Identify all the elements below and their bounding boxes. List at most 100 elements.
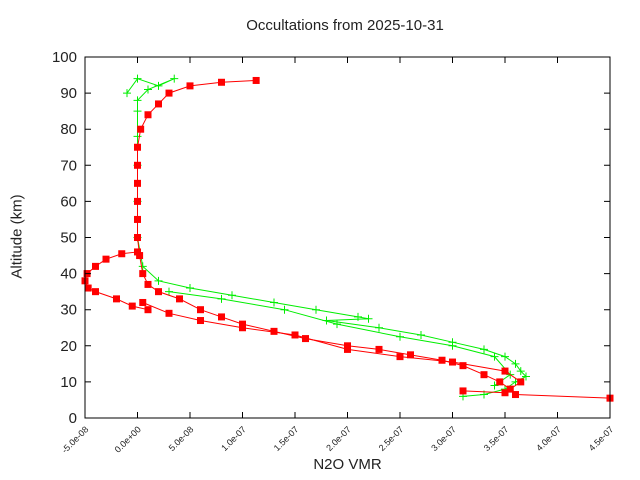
data-point bbox=[134, 248, 141, 256]
data-point bbox=[165, 287, 173, 296]
y-tick-label: 10 bbox=[60, 374, 77, 391]
data-point bbox=[375, 323, 383, 332]
data-point bbox=[218, 313, 225, 321]
data-point bbox=[165, 309, 173, 317]
data-point bbox=[396, 353, 404, 361]
data-point bbox=[92, 288, 99, 296]
data-point bbox=[302, 335, 309, 343]
data-point bbox=[517, 378, 525, 386]
y-tick-label: 100 bbox=[52, 49, 77, 66]
x-tick-label: 2.0e-07 bbox=[324, 424, 353, 453]
data-point bbox=[449, 358, 456, 366]
data-point bbox=[511, 359, 520, 368]
x-tick-label: 4.5e-07 bbox=[587, 424, 616, 453]
x-tick-label: 0.0e+00 bbox=[113, 424, 143, 454]
data-point bbox=[218, 78, 225, 86]
plot-frame bbox=[84, 56, 611, 419]
data-point bbox=[197, 317, 204, 325]
data-point bbox=[496, 378, 504, 386]
data-point bbox=[134, 215, 141, 223]
data-point bbox=[133, 132, 142, 141]
x-tick-label: 1.5e-07 bbox=[272, 424, 301, 453]
x-tick-label: 1.0e-07 bbox=[219, 424, 248, 453]
y-tick-label: 40 bbox=[60, 266, 77, 283]
data-point bbox=[197, 306, 204, 314]
data-point bbox=[516, 367, 525, 376]
y-tick-label: 30 bbox=[60, 302, 77, 319]
data-point bbox=[134, 234, 141, 241]
data-point bbox=[139, 298, 147, 306]
data-point bbox=[144, 111, 152, 119]
data-point bbox=[84, 284, 92, 292]
data-point bbox=[155, 288, 162, 296]
data-point bbox=[512, 391, 519, 399]
data-point bbox=[375, 345, 383, 353]
data-point bbox=[139, 270, 147, 278]
data-point bbox=[312, 305, 320, 314]
data-point bbox=[239, 324, 246, 332]
x-tick-label: 3.0e-07 bbox=[429, 424, 458, 453]
y-tick-label: 90 bbox=[60, 85, 77, 102]
data-point bbox=[438, 356, 446, 364]
data-point bbox=[165, 89, 173, 97]
x-tick-label: -5.0e-08 bbox=[60, 424, 91, 455]
data-point bbox=[459, 362, 467, 370]
data-point bbox=[137, 125, 145, 133]
x-tick-label: 2.5e-07 bbox=[377, 424, 406, 453]
data-point bbox=[344, 345, 351, 353]
x-axis-label: N2O VMR bbox=[313, 456, 382, 473]
data-point bbox=[128, 302, 136, 310]
data-point bbox=[270, 298, 278, 307]
data-point bbox=[252, 76, 260, 84]
data-point bbox=[134, 161, 141, 169]
y-tick-label: 70 bbox=[60, 157, 77, 174]
data-point bbox=[92, 262, 99, 270]
data-point bbox=[133, 96, 142, 105]
data-point bbox=[133, 107, 142, 116]
data-point bbox=[136, 252, 144, 260]
data-point bbox=[144, 280, 152, 288]
data-point bbox=[417, 330, 425, 339]
data-point bbox=[155, 100, 162, 108]
data-point bbox=[228, 291, 236, 300]
data-point bbox=[186, 284, 194, 293]
data-point bbox=[490, 381, 499, 390]
y-tick-label: 80 bbox=[60, 121, 77, 138]
data-point bbox=[480, 345, 488, 354]
x-tick-label: 5.0e-08 bbox=[167, 424, 196, 453]
data-point bbox=[118, 250, 126, 258]
data-point bbox=[501, 367, 509, 375]
data-point bbox=[501, 352, 509, 361]
data-point bbox=[186, 82, 194, 90]
data-point bbox=[448, 341, 457, 350]
series-0-line-0 bbox=[126, 78, 527, 397]
data-point bbox=[480, 371, 488, 379]
data-point bbox=[354, 312, 362, 321]
data-point bbox=[280, 305, 289, 314]
data-point bbox=[154, 81, 163, 90]
data-point bbox=[170, 74, 179, 83]
data-point bbox=[396, 332, 404, 341]
data-point bbox=[123, 89, 131, 98]
data-point bbox=[270, 327, 278, 335]
data-point bbox=[333, 320, 341, 329]
data-point bbox=[154, 276, 163, 285]
chart-title: Occultations from 2025-10-31 bbox=[246, 17, 444, 34]
x-tick-label: 3.5e-07 bbox=[482, 424, 511, 453]
data-point bbox=[134, 143, 141, 151]
data-point bbox=[364, 314, 373, 323]
data-point bbox=[176, 295, 183, 303]
data-point bbox=[407, 351, 414, 359]
series-1-line-0 bbox=[137, 79, 611, 399]
data-point bbox=[144, 85, 152, 94]
data-point bbox=[291, 331, 299, 339]
y-axis-label: Altitude (km) bbox=[8, 194, 26, 279]
y-tick-label: 50 bbox=[60, 230, 77, 247]
data-point bbox=[490, 352, 499, 361]
series-1-line-2 bbox=[142, 302, 522, 394]
y-tick-label: 0 bbox=[69, 410, 77, 427]
data-point bbox=[134, 197, 141, 205]
data-point bbox=[144, 306, 152, 314]
data-point bbox=[138, 262, 147, 271]
